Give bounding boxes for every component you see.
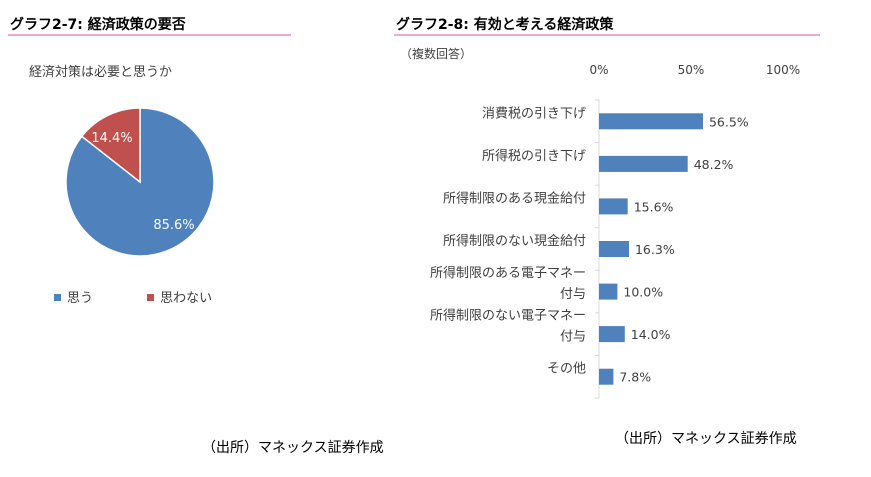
bar-value-label: 7.8%: [619, 370, 651, 385]
x-tick-label: 50%: [678, 63, 705, 77]
category-label: その他: [547, 362, 586, 377]
pie-label-no: 14.4%: [91, 131, 132, 146]
pie-chart-title: グラフ2-7: 経済政策の要否: [10, 17, 186, 33]
bar-chart-subtitle: （複数回答）: [400, 47, 473, 61]
legend-swatch-no: [147, 294, 155, 301]
category-label: 付与: [560, 330, 586, 345]
category-label: 所得制限のない現金給付: [443, 233, 586, 249]
x-tick-label: 0%: [589, 63, 608, 77]
legend-label-yes: 思う: [67, 291, 94, 306]
bar-value-label: 16.3%: [635, 242, 675, 257]
bar-title-underline: [394, 34, 820, 36]
pie-label-yes: 85.6%: [153, 218, 194, 233]
bar-value-label: 15.6%: [634, 199, 674, 214]
category-label: 所得制限のある電子マネー: [430, 265, 586, 281]
x-tick-label: 100%: [766, 63, 800, 77]
bar: [599, 155, 688, 172]
pie-source-note: （出所）マネックス証券作成: [202, 440, 384, 456]
category-label: 所得制限のない電子マネー: [430, 308, 586, 324]
legend-item-yes: 思う: [54, 287, 93, 306]
bar: [599, 113, 703, 130]
pie-chart-subtitle: 経済対策は必要と思うか: [29, 65, 173, 80]
bar-value-label: 10.0%: [623, 285, 663, 300]
category-label: 所得制限のある現金給付: [443, 190, 586, 206]
bar-value-label: 48.2%: [694, 157, 734, 172]
bar-value-label: 56.5%: [709, 114, 749, 129]
pie-title-underline: [8, 34, 291, 36]
legend-swatch-yes: [54, 294, 61, 301]
bar-chart-title: グラフ2-8: 有効と考える経済政策: [396, 17, 614, 33]
bar: [599, 283, 618, 300]
bar: [599, 198, 628, 215]
category-label: 所得税の引き下げ: [482, 148, 586, 164]
pie-slice-no: [80, 107, 141, 184]
bar-source-note: （出所）マネックス証券作成: [615, 431, 797, 447]
bar: [599, 241, 629, 257]
legend-item-no: 思わない: [147, 287, 212, 306]
category-label: 消費税の引き下げ: [482, 106, 586, 121]
category-label: 付与: [560, 287, 586, 302]
pie-legend: 思う 思わない: [54, 287, 212, 306]
bar: [599, 368, 614, 385]
legend-label-no: 思わない: [160, 291, 213, 306]
bar-value-label: 14.0%: [631, 327, 671, 342]
bar: [599, 326, 625, 343]
